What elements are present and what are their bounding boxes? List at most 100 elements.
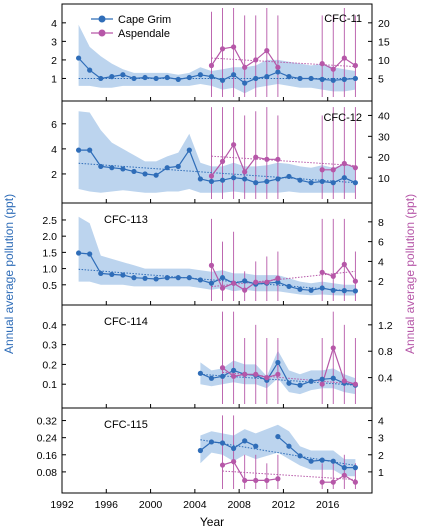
cape-grim-point	[330, 180, 336, 186]
cape-grim-point	[197, 72, 203, 78]
aspendale-point	[219, 365, 226, 371]
left-axis-tick-label: 6	[51, 119, 57, 131]
panel-plot-area	[197, 415, 358, 489]
cape-grim-point	[197, 176, 203, 182]
cape-grim-point	[87, 67, 93, 73]
aspendale-point	[253, 371, 259, 377]
aspendale-point	[231, 459, 237, 465]
aspendale-point	[208, 262, 215, 268]
aspendale-point	[253, 154, 259, 160]
aspendale-point	[352, 278, 358, 284]
aspendale-point	[208, 173, 215, 179]
cape-grim-point	[319, 178, 325, 185]
aspendale-point	[319, 479, 325, 485]
cape-grim-point	[231, 175, 237, 181]
cape-grim-point	[308, 378, 314, 384]
left-axis-tick-label: 1	[51, 73, 57, 85]
aspendale-point	[341, 55, 347, 61]
cape-grim-point	[297, 453, 303, 459]
cape-grim-trend-line	[200, 439, 356, 466]
cape-grim-point	[186, 74, 192, 81]
cape-grim-point	[286, 173, 292, 180]
cape-grim-point	[253, 443, 259, 449]
aspendale-point	[264, 279, 270, 285]
cape-grim-point	[275, 279, 281, 285]
panel-cfc-12: 2 4 6 10 20 30 40 CFC-12	[51, 100, 390, 204]
cape-grim-point	[98, 75, 104, 82]
cape-grim-point	[142, 275, 148, 281]
cape-grim-point	[208, 439, 215, 445]
panel-plot-area	[76, 8, 358, 97]
x-axis-tick-label: 2016	[316, 499, 340, 511]
left-axis-tick-label: 0.16	[37, 450, 58, 462]
cape-grim-point	[142, 171, 148, 177]
cape-grim-point	[153, 276, 159, 282]
aspendale-point	[275, 476, 281, 482]
aspendale-point	[253, 279, 259, 285]
aspendale-point	[341, 261, 347, 267]
legend: Cape Grim Aspendale	[91, 14, 171, 40]
right-axis-tick-label: 20	[378, 152, 390, 164]
right-axis-tick-label: 30	[378, 131, 390, 143]
left-axis-tick-label: 2.0	[42, 231, 57, 243]
aspendale-point	[242, 169, 248, 175]
cape-grim-point	[208, 74, 215, 80]
aspendale-point	[275, 64, 281, 70]
cape-grim-point	[341, 76, 347, 82]
left-axis-tick-label: 0.32	[37, 416, 58, 428]
cape-grim-point	[297, 382, 303, 388]
aspendale-point	[231, 142, 237, 148]
cape-grim-point	[164, 165, 170, 171]
right-axis-tick-label: 10	[378, 55, 390, 67]
cape-grim-point	[131, 275, 137, 281]
aspendale-point	[319, 381, 325, 387]
cape-grim-point	[109, 165, 115, 171]
cape-grim-point	[219, 373, 226, 379]
cape-grim-point	[109, 271, 115, 278]
aspendale-point	[264, 48, 270, 54]
left-axis-tick-label: 0.08	[37, 467, 58, 479]
cape-grim-point	[208, 375, 215, 381]
left-axis-tick-label: 1.5	[42, 247, 57, 259]
cape-grim-point	[164, 275, 170, 281]
legend-cape-grim-marker	[98, 15, 106, 23]
aspendale-point	[330, 167, 336, 173]
aspendale-point	[242, 64, 248, 70]
left-axis-tick-label: 1.0	[42, 264, 57, 276]
cape-grim-point	[98, 270, 104, 277]
cape-grim-point	[319, 76, 325, 82]
cape-grim-point	[120, 72, 126, 78]
aspendale-point	[219, 285, 226, 291]
panel-cfc-114: 0.1 0.2 0.3 0.4 0.4 0.8 1.2 CFC-114	[42, 304, 393, 409]
panel-frame	[61, 407, 373, 494]
cape-grim-point	[175, 76, 181, 82]
right-axis-tick-label: 8	[378, 217, 384, 229]
cape-grim-point	[330, 77, 336, 83]
cape-grim-point	[275, 359, 281, 366]
panel-cfc-113: 0.5 1.0 1.5 2.0 2.5 2 4 6 8 CFC-113	[42, 202, 384, 306]
cape-grim-point	[98, 163, 104, 170]
right-axis-tick-label: 10	[378, 173, 390, 185]
x-axis-tick-label: 2008	[227, 499, 251, 511]
right-axis-tick-label: 20	[378, 18, 390, 30]
aspendale-point	[275, 371, 281, 377]
cape-grim-point	[242, 176, 248, 182]
legend-cape-grim-label: Cape Grim	[118, 14, 171, 26]
cape-grim-point	[242, 278, 248, 284]
aspendale-point	[319, 269, 325, 275]
aspendale-point	[231, 44, 237, 50]
left-axis-tick-label: 3	[51, 36, 57, 48]
cape-grim-point	[219, 177, 226, 183]
cape-grim-point	[153, 75, 159, 82]
aspendale-point	[341, 472, 347, 478]
aspendale-point	[330, 66, 336, 72]
left-axis-tick-label: 0.5	[42, 280, 57, 292]
cape-grim-point	[197, 447, 203, 454]
cape-grim-uncertainty-band	[78, 216, 356, 296]
right-axis-tick-label: 1.2	[378, 320, 393, 332]
cape-grim-point	[341, 465, 347, 471]
cape-grim-point	[297, 286, 303, 292]
cape-grim-point	[231, 367, 237, 373]
cape-grim-point	[352, 465, 358, 471]
left-axis-tick-label: 4	[51, 144, 57, 156]
